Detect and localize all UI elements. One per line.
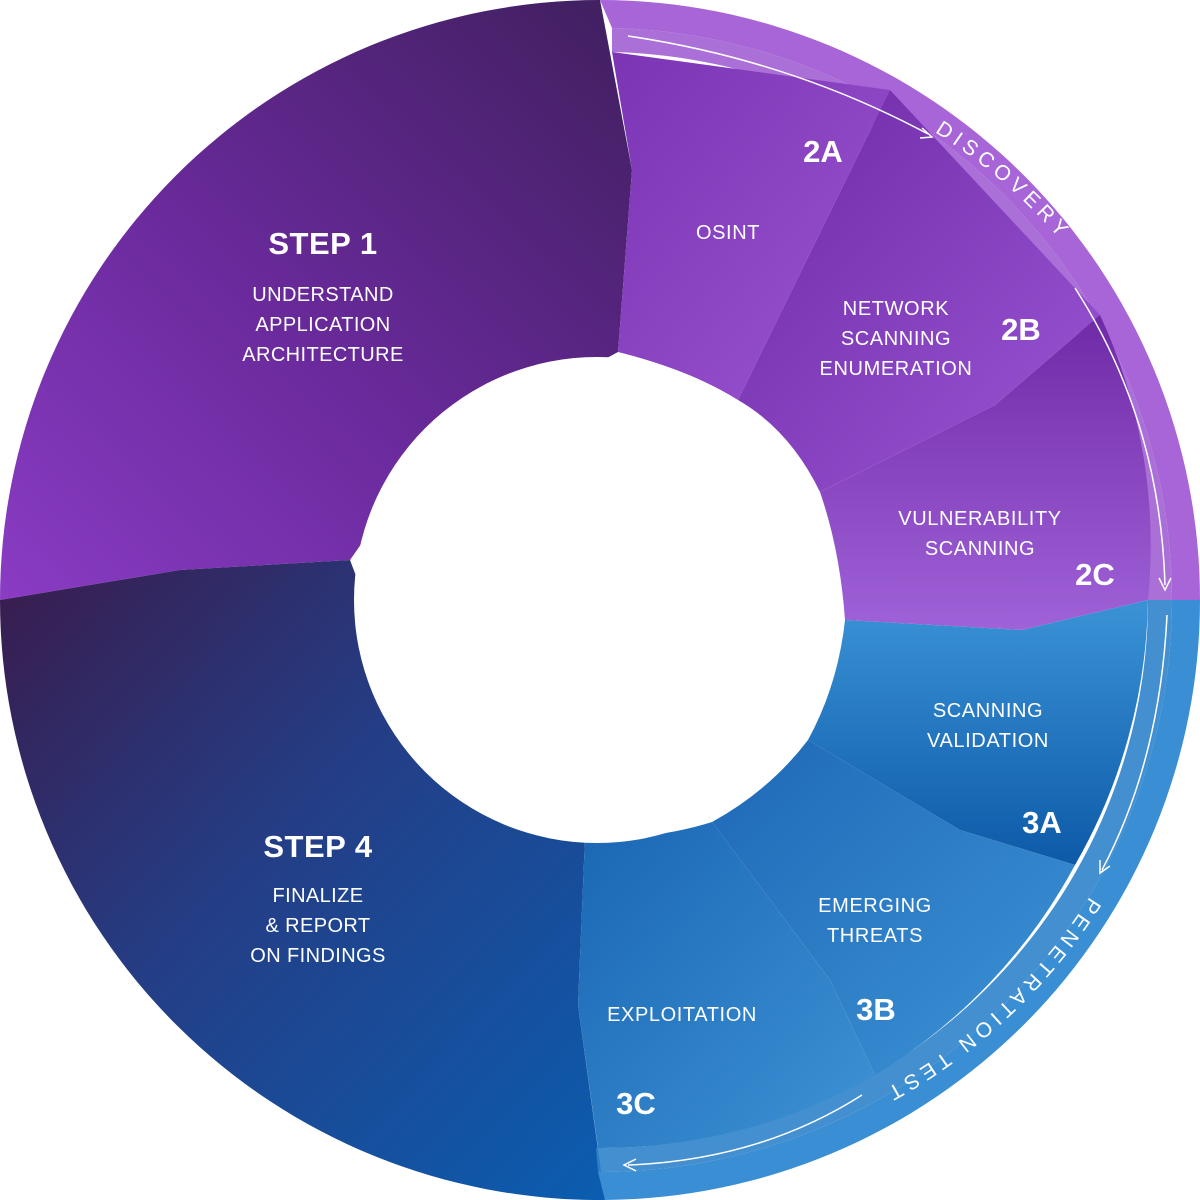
- discovery-arrow-top: [627, 35, 929, 135]
- segment-3a-label: SCANNING: [933, 700, 1043, 722]
- penetration-arrow-side: [1101, 614, 1168, 871]
- segment-3b-code: 3B: [856, 992, 896, 1027]
- step1-line: APPLICATION: [255, 314, 390, 336]
- segment-2a: [612, 52, 890, 400]
- discovery-arrow-side-head: [1158, 577, 1172, 592]
- segment-2b-label: NETWORK: [843, 298, 949, 320]
- segment-2a-code: 2A: [803, 134, 843, 169]
- step4-line: FINALIZE: [273, 885, 364, 907]
- segment-2a-label: OSINT: [696, 222, 760, 244]
- step1-title: STEP 1: [268, 226, 377, 261]
- segment-2c-label: VULNERABILITY: [898, 508, 1061, 530]
- segment-2b: [738, 90, 1100, 492]
- segment-2c: [820, 315, 1151, 630]
- segment-2c-label: SCANNING: [925, 538, 1035, 560]
- discovery-arrow-top-head: [919, 127, 934, 139]
- segment-2b-code: 2B: [1001, 312, 1041, 347]
- segment-3a-code: 3A: [1022, 805, 1062, 840]
- discovery-arrow-side: [1074, 287, 1166, 586]
- segment-3c-code: 3C: [616, 1086, 656, 1121]
- step1-segment: [0, 0, 632, 600]
- segment-3b-label: THREATS: [827, 925, 923, 947]
- segment-3c-label: EXPLOITATION: [607, 1004, 757, 1026]
- segment-2b-label: SCANNING: [841, 328, 951, 350]
- penetration-arrow-side-head: [1099, 860, 1111, 875]
- segment-3a: [808, 600, 1148, 865]
- step1-line: ARCHITECTURE: [242, 344, 403, 366]
- segment-3c: [578, 822, 875, 1149]
- segment-3b: [712, 740, 1075, 1075]
- step4-line: ON FINDINGS: [250, 945, 386, 967]
- step1-line: UNDERSTAND: [252, 284, 393, 306]
- segment-3a-label: VALIDATION: [927, 730, 1049, 752]
- step4-segment: [0, 560, 605, 1200]
- penetration-arrow-bottom: [627, 1094, 863, 1166]
- segment-3b-label: EMERGING: [818, 895, 932, 917]
- center-hole: [354, 357, 840, 843]
- step4-title: STEP 4: [263, 829, 373, 864]
- segment-2b-label: ENUMERATION: [820, 358, 973, 380]
- penetration-arrow-bottom-head: [622, 1158, 637, 1172]
- segment-2c-code: 2C: [1075, 557, 1115, 592]
- step4-line: & REPORT: [265, 915, 370, 937]
